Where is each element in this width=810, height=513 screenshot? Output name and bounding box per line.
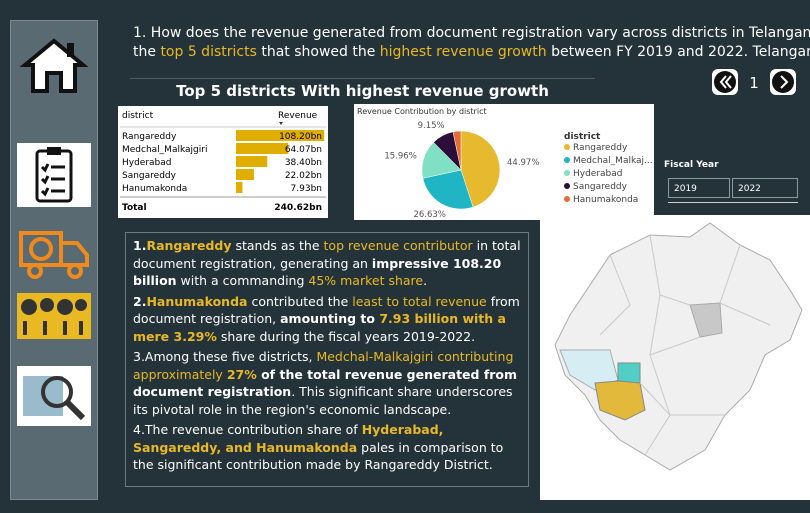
insight-text: from document registration,	[133, 293, 520, 327]
insight-text: 45% market share	[308, 273, 424, 288]
question-text: between FY 2019 and 2022. Telangana?	[546, 44, 810, 60]
gears-icon[interactable]	[17, 293, 91, 339]
pie-slice	[460, 130, 501, 208]
revenue-value: 7.93bn	[291, 184, 322, 194]
column-header: district	[122, 111, 154, 121]
page-nav: 1	[712, 69, 796, 95]
total-value: 240.62bn	[274, 203, 322, 213]
revenue-value: 38.40bn	[285, 158, 322, 168]
pie-label: 44.97%	[507, 158, 539, 168]
revenue-bar	[236, 156, 268, 167]
insight-paragraph: 3.Among these five districts, Medchal-Ma…	[133, 348, 521, 418]
legend-swatch	[564, 170, 570, 176]
insight-text: with a commanding	[176, 273, 309, 288]
insight-paragraph: 4.The revenue contribution share of Hyde…	[133, 421, 521, 474]
insight-text: in total document registration, generati…	[133, 238, 521, 271]
legend-label: Hanumakonda	[573, 195, 638, 205]
legend-label: Rangareddy	[573, 143, 628, 153]
column-header: Revenue	[278, 111, 318, 121]
question-text: top 5 districts	[160, 44, 257, 60]
search-icon[interactable]	[17, 366, 91, 426]
fiscal-year-slicer: Fiscal Year 2019 2022	[664, 160, 804, 208]
year-from[interactable]: 2019	[668, 178, 730, 198]
insight-text: of the total revenue generated from docu…	[133, 366, 518, 400]
legend-label: Medchal_Malkaj...	[573, 156, 653, 166]
district-map	[540, 215, 810, 500]
legend-swatch	[564, 157, 570, 163]
district-name: Sangareddy	[122, 171, 177, 181]
legend-swatch	[564, 196, 570, 202]
slider-track[interactable]	[668, 202, 798, 203]
insight-text: .	[423, 273, 428, 288]
pie-slice	[452, 130, 462, 171]
question-text: highest revenue growth	[379, 44, 547, 60]
revenue-bar	[236, 169, 254, 180]
question-text: that showed the	[256, 44, 380, 60]
legend-swatch	[564, 144, 570, 150]
insight-text: 2.	[133, 293, 147, 309]
delivery-icon[interactable]	[17, 223, 91, 283]
sort-arrow	[279, 122, 283, 125]
insight-text: . This significant share underscores its…	[133, 384, 513, 417]
district-name: Medchal_Malkajgiri	[122, 145, 207, 155]
next-circle[interactable]	[772, 71, 794, 93]
revenue-bar	[236, 130, 325, 141]
pie-title: Revenue Contribution by district	[357, 107, 487, 116]
revenue-value: 108.20bn	[279, 132, 322, 142]
insight-text: 27%	[226, 366, 257, 382]
panel-title: Top 5 districts With highest revenue gro…	[130, 78, 595, 100]
revenue-value: 64.07bn	[285, 145, 322, 155]
checklist-icon[interactable]	[17, 143, 91, 207]
pie-label: 15.96%	[384, 152, 416, 162]
legend-label: Hyderabad	[573, 169, 623, 179]
insight-text: 3.Among these five districts,	[133, 349, 317, 364]
question: 1. How does the revenue generated from d…	[133, 24, 810, 62]
revenue-value: 22.02bn	[285, 171, 322, 181]
district-name: Hanumakonda	[122, 184, 187, 194]
insight-text: impressive 108.20 billion	[133, 255, 502, 289]
insight-text: top revenue contributor	[323, 238, 473, 253]
insight-text: contributed the	[247, 293, 353, 309]
insight-text: least to total revenue	[352, 293, 487, 309]
revenue-bar	[236, 143, 289, 154]
insights: 1.Rangareddy stands as the top revenue c…	[125, 232, 529, 487]
sidebar	[10, 20, 98, 500]
insight-text: Hanumakonda	[146, 293, 248, 309]
total-label: Total	[122, 203, 147, 213]
pie-slice	[422, 169, 474, 210]
insight-paragraph: 1.Rangareddy stands as the top revenue c…	[133, 237, 521, 290]
home-icon[interactable]	[17, 35, 91, 95]
page-number: 1	[749, 74, 759, 92]
insight-text: Rangareddy	[146, 238, 232, 253]
question-text: 1. How does the revenue generated from d…	[133, 25, 810, 41]
legend-label: Sangareddy	[573, 182, 628, 192]
revenue-bar	[236, 182, 243, 193]
insight-paragraph: 2.Hanumakonda contributed the least to t…	[133, 293, 521, 346]
insight-text: 1.	[133, 238, 147, 253]
insight-text: pales in comparison to the significant c…	[133, 439, 504, 473]
insight-text: 4.The revenue contribution share of	[133, 422, 362, 437]
insight-text: share during the fiscal years 2019-2022.	[216, 328, 476, 344]
year-to[interactable]: 2022	[732, 178, 798, 198]
slicer-title: Fiscal Year	[664, 160, 719, 170]
insight-text: Hyderabad, Sangareddy, and Hanumakonda	[133, 422, 444, 455]
insight-text: amounting to	[280, 311, 380, 326]
insight-text: Medchal-Malkajgiri contributing approxim…	[133, 349, 514, 382]
question-text: the	[133, 44, 161, 60]
revenue-table: district Revenue Rangareddy 108.20bn Medchal…	[118, 106, 328, 218]
insight-text: 7.93 billion with a mere 3.29%	[133, 311, 506, 344]
pie-label: 9.15%	[418, 121, 445, 131]
legend-title: district	[564, 132, 601, 142]
district-name: Hyderabad	[122, 158, 172, 168]
district-name: Rangareddy	[122, 132, 177, 142]
legend-swatch	[564, 183, 570, 189]
pie-label: 26.63%	[413, 210, 445, 220]
insight-text: stands as the	[231, 238, 324, 253]
pie-chart: Revenue Contribution by district 44.97% 26…	[354, 104, 654, 220]
